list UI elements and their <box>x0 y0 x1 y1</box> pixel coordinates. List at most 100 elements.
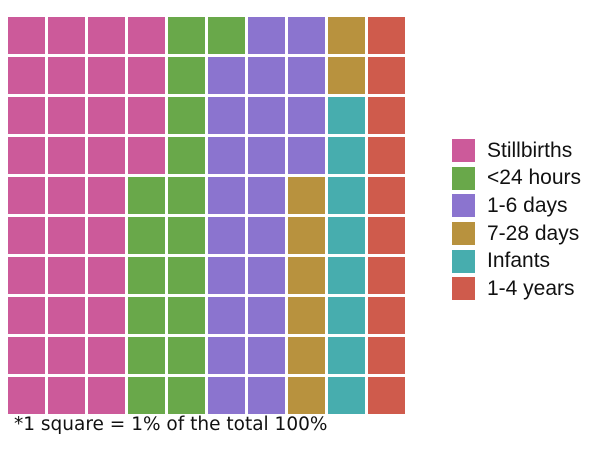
legend-swatch <box>452 194 475 218</box>
waffle-square-stillbirths <box>128 137 165 174</box>
waffle-square-stillbirths <box>48 217 85 254</box>
waffle-square-24-hours <box>128 337 165 374</box>
waffle-square-1-4-years <box>368 137 405 174</box>
waffle-square-1-6-days <box>208 97 245 134</box>
waffle-square-24-hours <box>168 217 205 254</box>
legend-label: <24 hours <box>487 166 581 190</box>
waffle-square-stillbirths <box>88 137 125 174</box>
waffle-square-24-hours <box>128 377 165 414</box>
waffle-square-stillbirths <box>128 97 165 134</box>
legend-label: Infants <box>487 249 551 273</box>
waffle-square-stillbirths <box>128 57 165 94</box>
waffle-square-stillbirths <box>88 217 125 254</box>
legend-label: 1-4 years <box>487 276 575 300</box>
waffle-square-stillbirths <box>8 177 45 214</box>
waffle-square-stillbirths <box>8 377 45 414</box>
legend-swatch <box>452 139 475 163</box>
waffle-square-1-4-years <box>368 57 405 94</box>
waffle-square-1-6-days <box>208 57 245 94</box>
legend-item: 1-4 years <box>452 275 581 303</box>
legend-label: Stillbirths <box>487 138 573 162</box>
waffle-square-stillbirths <box>88 177 125 214</box>
waffle-square-1-6-days <box>288 137 325 174</box>
waffle-square-1-6-days <box>208 257 245 294</box>
legend: Stillbirths <24 hours 1-6 days 7-28 days Inf… <box>452 137 581 303</box>
waffle-chart <box>8 17 405 414</box>
waffle-square-stillbirths <box>88 17 125 54</box>
waffle-square-1-6-days <box>208 217 245 254</box>
waffle-square-24-hours <box>128 177 165 214</box>
waffle-square-1-4-years <box>368 377 405 414</box>
waffle-square-1-4-years <box>368 217 405 254</box>
waffle-square-stillbirths <box>128 17 165 54</box>
waffle-square-stillbirths <box>48 17 85 54</box>
waffle-square-1-6-days <box>248 297 285 334</box>
waffle-square-1-6-days <box>208 377 245 414</box>
waffle-square-infants <box>328 137 365 174</box>
waffle-square-stillbirths <box>88 257 125 294</box>
waffle-square-1-4-years <box>368 97 405 134</box>
waffle-square-24-hours <box>128 257 165 294</box>
waffle-square-24-hours <box>168 97 205 134</box>
waffle-square-1-6-days <box>288 17 325 54</box>
waffle-square-1-6-days <box>208 297 245 334</box>
waffle-square-24-hours <box>168 377 205 414</box>
waffle-square-stillbirths <box>48 377 85 414</box>
waffle-square-24-hours <box>168 257 205 294</box>
legend-swatch <box>452 249 475 273</box>
waffle-square-24-hours <box>128 217 165 254</box>
waffle-square-1-6-days <box>248 337 285 374</box>
waffle-square-7-28-days <box>288 337 325 374</box>
legend-item: Stillbirths <box>452 137 581 165</box>
waffle-square-1-6-days <box>248 137 285 174</box>
waffle-square-1-4-years <box>368 297 405 334</box>
waffle-square-stillbirths <box>88 297 125 334</box>
waffle-square-stillbirths <box>48 97 85 134</box>
waffle-square-stillbirths <box>8 297 45 334</box>
waffle-square-1-4-years <box>368 257 405 294</box>
waffle-square-24-hours <box>168 57 205 94</box>
waffle-square-stillbirths <box>8 97 45 134</box>
waffle-square-1-6-days <box>248 57 285 94</box>
waffle-square-1-6-days <box>248 257 285 294</box>
waffle-square-24-hours <box>208 17 245 54</box>
waffle-square-1-6-days <box>288 57 325 94</box>
waffle-square-stillbirths <box>8 137 45 174</box>
waffle-square-24-hours <box>168 177 205 214</box>
waffle-square-infants <box>328 97 365 134</box>
legend-item: 1-6 days <box>452 192 581 220</box>
legend-item: <24 hours <box>452 165 581 193</box>
waffle-square-1-6-days <box>208 177 245 214</box>
waffle-square-stillbirths <box>48 137 85 174</box>
waffle-square-stillbirths <box>8 257 45 294</box>
waffle-square-stillbirths <box>88 57 125 94</box>
waffle-square-stillbirths <box>8 337 45 374</box>
waffle-square-stillbirths <box>8 217 45 254</box>
waffle-square-7-28-days <box>288 177 325 214</box>
waffle-square-1-6-days <box>248 97 285 134</box>
waffle-square-infants <box>328 337 365 374</box>
waffle-square-24-hours <box>168 137 205 174</box>
waffle-square-1-4-years <box>368 337 405 374</box>
legend-swatch <box>452 166 475 190</box>
legend-item: Infants <box>452 247 581 275</box>
waffle-square-7-28-days <box>288 257 325 294</box>
waffle-square-24-hours <box>168 297 205 334</box>
waffle-square-1-6-days <box>288 97 325 134</box>
legend-label: 7-28 days <box>487 221 580 245</box>
waffle-square-24-hours <box>168 337 205 374</box>
waffle-square-7-28-days <box>328 17 365 54</box>
footnote: *1 square = 1% of the total 100% <box>14 414 328 435</box>
waffle-square-1-6-days <box>248 17 285 54</box>
waffle-square-24-hours <box>128 297 165 334</box>
waffle-square-24-hours <box>168 17 205 54</box>
waffle-square-stillbirths <box>48 57 85 94</box>
waffle-square-7-28-days <box>328 57 365 94</box>
waffle-square-stillbirths <box>88 337 125 374</box>
legend-swatch <box>452 277 475 301</box>
waffle-square-stillbirths <box>88 377 125 414</box>
waffle-square-infants <box>328 257 365 294</box>
waffle-square-7-28-days <box>288 377 325 414</box>
waffle-square-stillbirths <box>48 337 85 374</box>
waffle-square-stillbirths <box>8 17 45 54</box>
